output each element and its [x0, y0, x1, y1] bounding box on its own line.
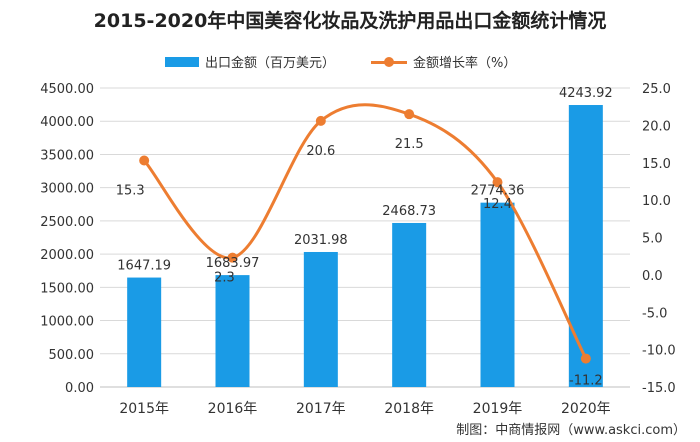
bar: [215, 275, 250, 387]
y-left-tick-label: 4500.00: [40, 82, 94, 97]
x-tick-label: 2015年: [119, 401, 169, 417]
bar: [568, 105, 603, 388]
y-right-tick-label: 15.0: [642, 157, 671, 172]
bar-value-label: 1683.97: [206, 256, 260, 271]
growth-value-label: 21.5: [395, 137, 424, 152]
y-right-tick-label: -5.0: [642, 306, 667, 321]
bar: [127, 277, 162, 387]
growth-point: [227, 252, 238, 263]
growth-point: [492, 177, 503, 188]
bar: [392, 222, 427, 387]
bar: [480, 202, 515, 387]
growth-point: [139, 155, 150, 166]
x-tick-label: 2020年: [561, 401, 611, 417]
y-left-tick-label: 3500.00: [40, 148, 94, 163]
source-credit: 制图：中商情报网（www.askci.com）: [456, 423, 686, 438]
growth-line: [143, 103, 588, 360]
growth-value-label: 2.3: [214, 271, 235, 286]
x-tick-label: 2017年: [296, 401, 346, 417]
y-right-tick-label: 10.0: [642, 194, 671, 209]
y-right-tick-label: 20.0: [642, 119, 671, 134]
y-left-tick-label: 0.00: [65, 381, 94, 396]
y-right-tick-label: 25.0: [642, 82, 671, 97]
bar-value-label: 2031.98: [294, 233, 348, 248]
growth-point: [404, 109, 415, 120]
growth-point: [580, 353, 591, 364]
y-left-tick-label: 2000.00: [40, 248, 94, 263]
x-tick-label: 2019年: [473, 401, 523, 417]
growth-value-label: 15.3: [116, 184, 145, 199]
legend-label-export: 出口金额（百万美元）: [205, 56, 336, 71]
legend-bar-swatch: [165, 56, 199, 67]
bar: [303, 251, 338, 387]
y-left-tick-label: 4000.00: [40, 115, 94, 130]
growth-value-label: -11.2: [569, 374, 603, 389]
bar-value-label: 4243.92: [559, 86, 613, 101]
legend-item-growth: 金额增长率（%）: [371, 52, 516, 71]
growth-value-label: 20.6: [306, 144, 335, 159]
growth-point: [315, 115, 326, 126]
y-left-tick-label: 500.00: [49, 348, 95, 363]
y-left-tick-label: 2500.00: [40, 215, 94, 230]
bar-value-label: 2774.36: [471, 184, 525, 199]
y-right-tick-label: 5.0: [642, 232, 663, 247]
y-left-tick-label: 3000.00: [40, 182, 94, 197]
y-right-tick-label: -15.0: [642, 381, 676, 396]
y-right-tick-label: -10.0: [642, 344, 676, 359]
x-tick-label: 2018年: [384, 401, 434, 417]
bar-value-label: 2468.73: [382, 204, 436, 219]
growth-value-label: 12.4: [483, 197, 512, 212]
y-left-tick-label: 1500.00: [40, 281, 94, 296]
legend-item-export: 出口金额（百万美元）: [165, 52, 335, 71]
legend-label-growth: 金额增长率（%）: [413, 56, 517, 71]
y-left-tick-label: 1000.00: [40, 315, 94, 330]
legend-line-swatch: [371, 56, 408, 68]
bar-value-label: 1647.19: [117, 259, 171, 274]
chart-title: 2015-2020年中国美容化妆品及洗护用品出口金额统计情况: [93, 10, 607, 32]
y-right-tick-label: 0.0: [642, 269, 663, 284]
x-tick-label: 2016年: [208, 401, 258, 417]
chart-legend: 出口金额（百万美元） 金额增长率（%）: [165, 52, 552, 71]
